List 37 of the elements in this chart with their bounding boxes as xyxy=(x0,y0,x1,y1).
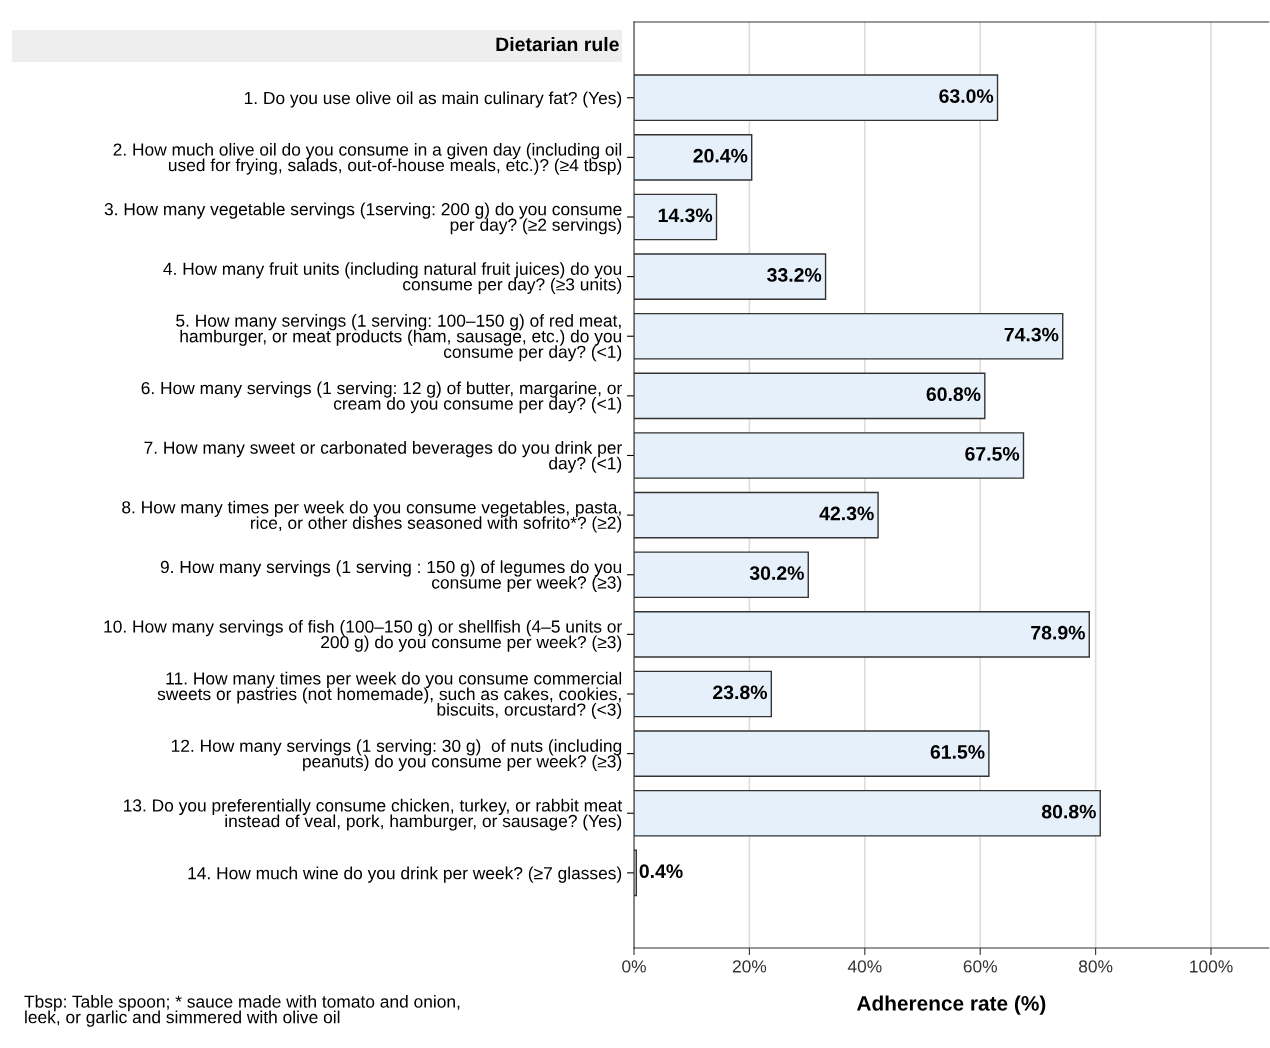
x-axis-title: Adherence rate (%) xyxy=(856,995,1046,1015)
y-tick-label: 1. Do you use olive oil as main culinary fat? (Yes) xyxy=(244,91,622,108)
x-tick-label: 100% xyxy=(1190,960,1233,973)
data-label: 23.8% xyxy=(713,685,768,700)
y-tick-label: 13. Do you preferentially consume chicken, turkey, or rabbit meat instead of veal, pork, hamburger, or sausage? (Yes) xyxy=(124,798,623,831)
data-label: 80.8% xyxy=(1041,804,1096,819)
y-tick-label: 5. How many servings (1 serving: 100–150 g) of red meat, hamburger, or meat products (ham, sausage, etc.) do you consume per day? (<1) xyxy=(176,314,622,362)
y-tick-label: 6. How many servings (1 serving: 12 g) of butter, margarine, or cream do you consume per day? (<1) xyxy=(141,381,622,414)
y-tick-label: 10. How many servings of fish (100–150 g) or shellfish (4–5 units or 200 g) do you consume per week? (≥3) xyxy=(104,619,622,652)
data-label: 14.3% xyxy=(658,208,713,223)
text: Tbsp: Table spoon; * sauce made with tomato and onion, leek, or garlic and simmered with olive oil xyxy=(24,995,460,1027)
y-axis-title: Dietarian rule xyxy=(496,36,619,52)
x-tick-label: 80% xyxy=(1079,960,1113,973)
y-tick-label: 12. How many servings (1 serving: 30 g) of nuts (including peanuts) do you consume per week? (≥3) xyxy=(171,739,622,771)
data-label: 60.8% xyxy=(926,387,981,402)
x-tick-label: 60% xyxy=(963,960,997,973)
data-label: 78.9% xyxy=(1031,625,1085,640)
x-tick-label: 40% xyxy=(847,960,882,973)
y-tick-label: 2. How much olive oil do you consume in a given day (including oil used for frying, salads, out-of-house meals, etc.)? (≥4 tbsp) xyxy=(113,142,622,175)
x-tick-label: 0% xyxy=(622,960,646,973)
data-label: 63.0% xyxy=(939,89,994,103)
y-tick-label: 9. How many servings (1 serving : 150 g) of legumes do you consume per week? (≥3) xyxy=(160,560,622,593)
y-tick-label: 11. How many times per week do you consume commercial sweets or pastries (not homemade), such as cakes, cookies, biscuits, orcustard? (<3) xyxy=(157,671,622,720)
data-label: 30.2% xyxy=(749,566,804,580)
y-tick-label: 8. How many times per week do you consume vegetables, pasta, rice, or other dishes seasoned with sofrito*? (≥2) xyxy=(122,500,622,533)
y-tick-label: 4. How many fruit units (including natural fruit juices) do you consume per day? (≥3 units) xyxy=(163,262,622,294)
y-tick-label: 3. How many vegetable servings (1serving: 200 g) do you consume per day? (≥2 servings) xyxy=(104,202,622,235)
data-label: 20.4% xyxy=(693,148,748,163)
data-label: 0.4% xyxy=(639,864,683,879)
data-label: 74.3% xyxy=(1004,327,1059,342)
data-label: 67.5% xyxy=(965,446,1020,461)
data-label: 42.3% xyxy=(819,506,874,521)
data-label: 33.2% xyxy=(767,268,822,282)
x-tick-label: 20% xyxy=(732,960,767,973)
data-label: 61.5% xyxy=(930,745,985,759)
y-tick-label: 14. How much wine do you drink per week? (≥7 glasses) xyxy=(188,866,622,883)
y-tick-label: 7. How many sweet or carbonated beverages do you drink per day? (<1) xyxy=(144,441,622,473)
